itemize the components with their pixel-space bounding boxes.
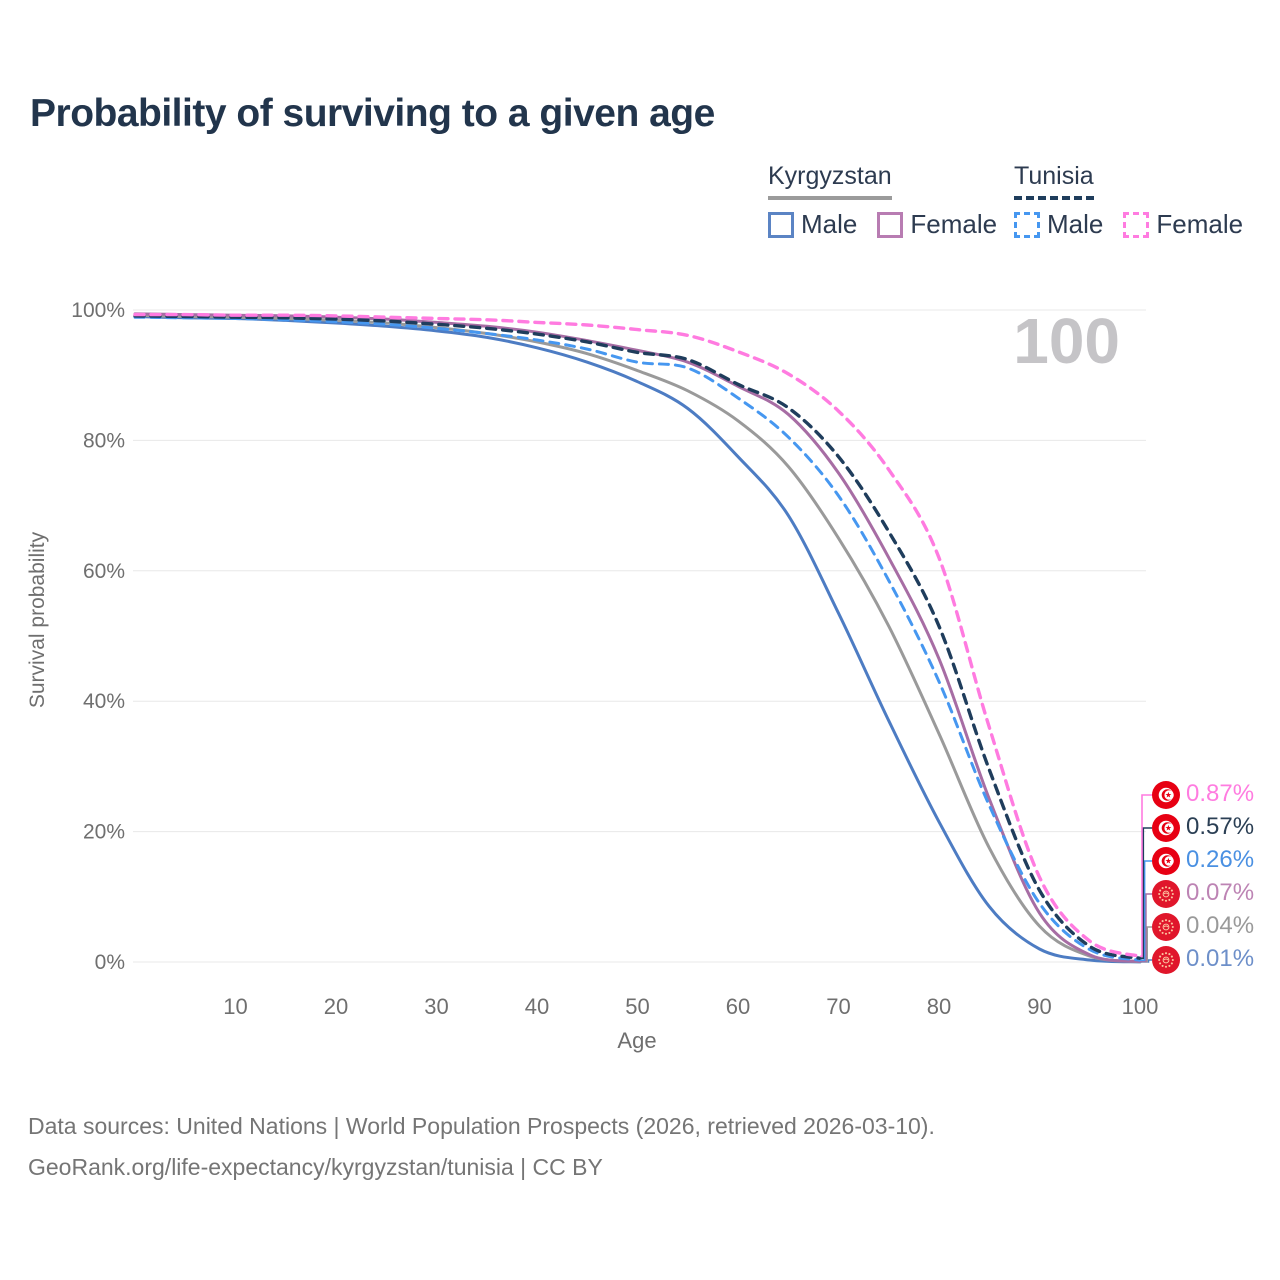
legend-label-kyrgyzstan-female[interactable]: Female	[910, 209, 998, 239]
legend-group-kyrgyzstan: Kyrgyzstan Male Female	[768, 162, 997, 240]
kyrgyzstan-flag-icon	[1152, 880, 1180, 908]
connector-kyrgyzstan-female	[1140, 893, 1152, 963]
legend-country-kyrgyzstan[interactable]: Kyrgyzstan	[768, 162, 892, 200]
x-tick-label: 60	[726, 994, 750, 1019]
end-value-label-tunisia-both: 0.57%	[1186, 813, 1255, 840]
x-tick-label: 10	[223, 994, 247, 1019]
connector-tunisia-both	[1140, 827, 1152, 960]
legend-label-tunisia-female[interactable]: Female	[1156, 209, 1244, 239]
legend-swatch-kyrgyzstan-male[interactable]	[768, 211, 794, 238]
end-value-label-tunisia-female: 0.87%	[1186, 780, 1255, 807]
legend-group-tunisia: Tunisia Male Female	[1014, 162, 1243, 240]
survival-curves	[133, 312, 1142, 964]
y-axis-title: Survival probability	[26, 531, 49, 708]
legend-label-kyrgyzstan-male[interactable]: Male	[801, 209, 858, 239]
kyrgyzstan-flag-icon	[1152, 913, 1180, 941]
legend-swatch-kyrgyzstan-female[interactable]	[877, 211, 904, 238]
curve-tunisia-male[interactable]	[133, 315, 1142, 962]
end-value-label-kyrgyzstan-male: 0.01%	[1186, 945, 1255, 972]
tunisia-flag-icon	[1152, 814, 1180, 842]
curve-tunisia-female[interactable]	[133, 312, 1142, 958]
legend-country-tunisia[interactable]: Tunisia	[1014, 162, 1094, 200]
x-tick-label: 50	[625, 994, 649, 1019]
x-axis-title: Age	[617, 1028, 656, 1053]
end-label-connectors	[1140, 794, 1152, 963]
legend-label-tunisia-male[interactable]: Male	[1047, 209, 1104, 239]
end-value-label-kyrgyzstan-both: 0.04%	[1186, 912, 1255, 939]
y-tick-label: 80%	[83, 429, 125, 452]
connector-tunisia-male	[1140, 860, 1152, 962]
end-value-label-kyrgyzstan-female: 0.07%	[1186, 879, 1255, 906]
legend-swatch-tunisia-female[interactable]	[1123, 211, 1150, 238]
x-axis-tick-labels: 10 20 30 40 50 60 70 80 90 100	[223, 994, 1158, 1019]
y-axis-tick-labels: 0% 20% 40% 60% 80% 100%	[71, 299, 125, 974]
y-tick-label: 20%	[83, 821, 125, 844]
y-tick-label: 40%	[83, 690, 125, 713]
footer-url-line: GeoRank.org/life-expectancy/kyrgyzstan/t…	[28, 1154, 603, 1180]
end-value-label-tunisia-male: 0.26%	[1186, 846, 1255, 873]
end-label-flags	[1152, 781, 1180, 974]
x-tick-label: 90	[1027, 994, 1051, 1019]
x-tick-label: 70	[826, 994, 850, 1019]
y-tick-label: 60%	[83, 560, 125, 583]
x-tick-label: 40	[525, 994, 549, 1019]
curve-tunisia-both[interactable]	[133, 314, 1142, 960]
x-tick-label: 30	[424, 994, 448, 1019]
x-tick-label: 20	[324, 994, 348, 1019]
tunisia-flag-icon	[1152, 847, 1180, 875]
y-tick-label: 0%	[95, 951, 125, 974]
footer-datasource-line: Data sources: United Nations | World Pop…	[28, 1113, 935, 1139]
y-tick-label: 100%	[71, 299, 125, 322]
x-tick-label: 80	[927, 994, 951, 1019]
tunisia-flag-icon	[1152, 781, 1180, 809]
kyrgyzstan-flag-icon	[1152, 946, 1180, 974]
connector-tunisia-female	[1140, 794, 1152, 958]
curve-kyrgyzstan-female[interactable]	[133, 312, 1142, 963]
footer-note: Data sources: United Nations | World Pop…	[28, 1106, 935, 1188]
gridlines	[133, 309, 1146, 963]
curve-kyrgyzstan-male[interactable]	[133, 315, 1142, 964]
legend-swatch-tunisia-male[interactable]	[1014, 211, 1040, 238]
curve-kyrgyzstan-both[interactable]	[133, 313, 1142, 964]
x-tick-label: 100	[1122, 994, 1159, 1019]
page-title: Probability of surviving to a given age	[30, 92, 715, 135]
age-watermark: 100	[1013, 305, 1120, 377]
